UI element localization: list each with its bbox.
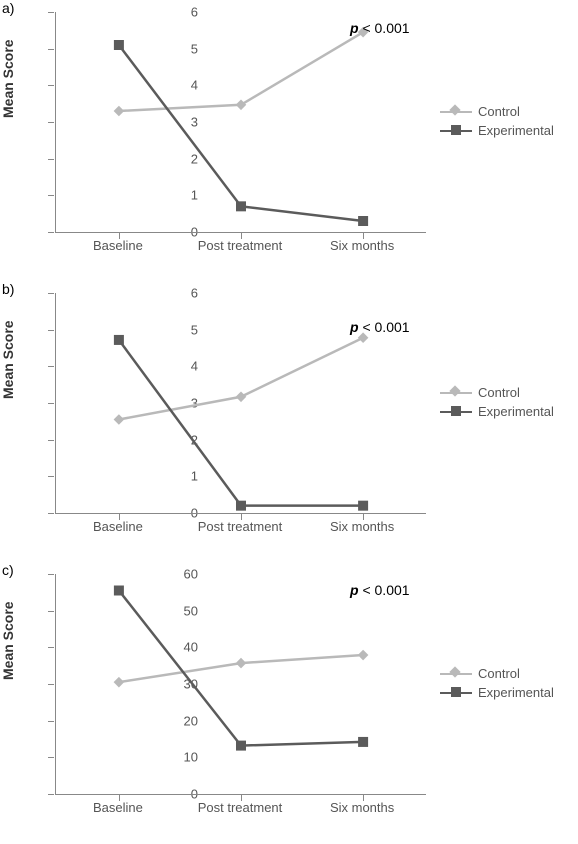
panel-b: b)Mean Score0123456BaselinePost treatmen… bbox=[0, 281, 578, 562]
panel-label: c) bbox=[2, 562, 14, 578]
experimental-series-marker bbox=[358, 501, 368, 511]
figure: a)Mean Score0123456BaselinePost treatmen… bbox=[0, 0, 578, 843]
legend-item-experimental: Experimental bbox=[440, 404, 554, 419]
legend: Control Experimental bbox=[440, 100, 554, 142]
experimental-series-marker bbox=[114, 40, 124, 50]
experimental-series-marker bbox=[358, 737, 368, 747]
panel-c: c)Mean Score0102030405060BaselinePost tr… bbox=[0, 562, 578, 843]
plot-area bbox=[55, 12, 426, 233]
experimental-series-line bbox=[119, 45, 363, 221]
legend: Control Experimental bbox=[440, 381, 554, 423]
legend-item-control: Control bbox=[440, 104, 554, 119]
series-lines bbox=[56, 12, 426, 232]
legend: Control Experimental bbox=[440, 662, 554, 704]
experimental-series-marker bbox=[358, 216, 368, 226]
x-tick-label: Post treatment bbox=[198, 238, 283, 253]
control-series-marker bbox=[114, 414, 125, 425]
experimental-series-marker bbox=[114, 586, 124, 596]
legend-item-control: Control bbox=[440, 385, 554, 400]
experimental-series-line bbox=[119, 340, 363, 506]
x-tick-label: Baseline bbox=[93, 800, 143, 815]
x-tick-label: Post treatment bbox=[198, 800, 283, 815]
p-value: p < 0.001 bbox=[350, 20, 410, 36]
experimental-series-marker bbox=[236, 741, 246, 751]
control-series-marker bbox=[236, 99, 247, 110]
experimental-series-marker bbox=[236, 201, 246, 211]
control-series-marker bbox=[236, 391, 247, 402]
control-series-marker bbox=[358, 650, 369, 661]
panel-label: a) bbox=[2, 0, 14, 16]
legend-label: Experimental bbox=[478, 404, 554, 419]
control-series-marker bbox=[236, 658, 247, 669]
legend-label: Experimental bbox=[478, 685, 554, 700]
x-tick-label: Six months bbox=[330, 238, 394, 253]
panel-label: b) bbox=[2, 281, 14, 297]
legend-item-experimental: Experimental bbox=[440, 123, 554, 138]
control-series-marker bbox=[114, 677, 125, 688]
x-tick-label: Post treatment bbox=[198, 519, 283, 534]
control-series-marker bbox=[114, 106, 125, 117]
p-value: p < 0.001 bbox=[350, 319, 410, 335]
legend-item-experimental: Experimental bbox=[440, 685, 554, 700]
legend-label: Experimental bbox=[478, 123, 554, 138]
x-tick-label: Six months bbox=[330, 800, 394, 815]
x-tick-label: Baseline bbox=[93, 238, 143, 253]
plot-area bbox=[55, 574, 426, 795]
series-lines bbox=[56, 574, 426, 794]
control-series-line bbox=[119, 32, 363, 111]
x-tick-label: Baseline bbox=[93, 519, 143, 534]
legend-label: Control bbox=[478, 385, 520, 400]
legend-label: Control bbox=[478, 104, 520, 119]
legend-label: Control bbox=[478, 666, 520, 681]
x-tick-label: Six months bbox=[330, 519, 394, 534]
y-axis-label: Mean Score bbox=[0, 320, 16, 399]
y-axis-label: Mean Score bbox=[0, 601, 16, 680]
panel-a: a)Mean Score0123456BaselinePost treatmen… bbox=[0, 0, 578, 281]
p-value: p < 0.001 bbox=[350, 582, 410, 598]
control-series-line bbox=[119, 338, 363, 420]
legend-item-control: Control bbox=[440, 666, 554, 681]
experimental-series-marker bbox=[114, 335, 124, 345]
experimental-series-marker bbox=[236, 501, 246, 511]
y-axis-label: Mean Score bbox=[0, 39, 16, 118]
